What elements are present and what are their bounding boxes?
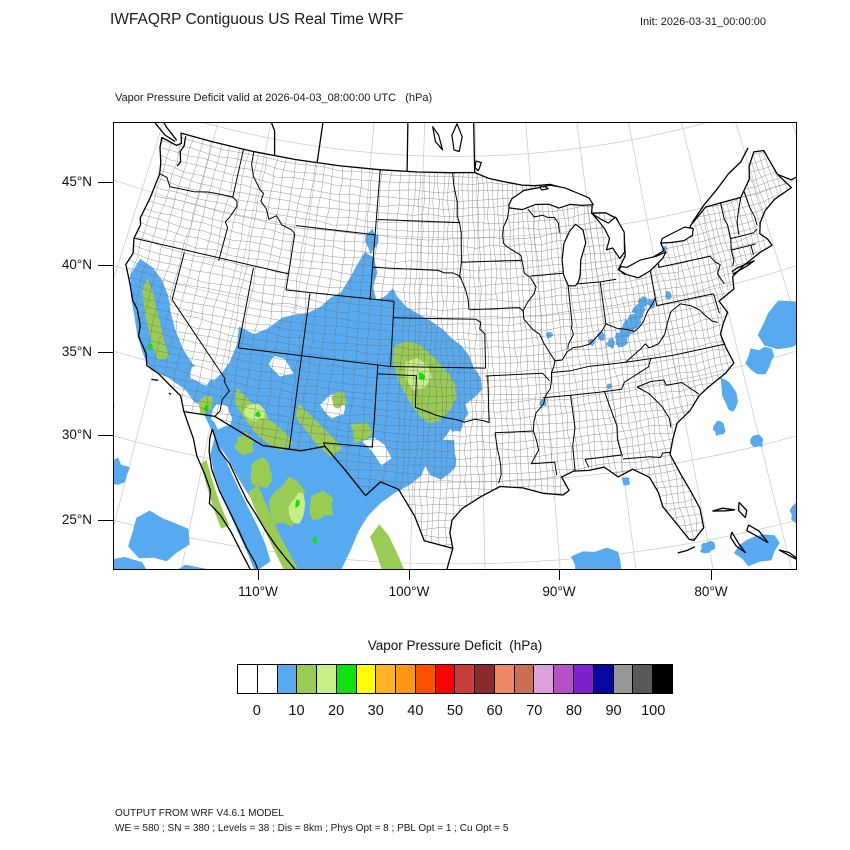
colorbar-cell — [612, 664, 634, 694]
valid-time-subtitle: Vapor Pressure Deficit valid at 2026-04-… — [115, 92, 433, 104]
x-tick — [409, 569, 410, 580]
graticule — [114, 123, 796, 569]
colorbar-cell — [395, 664, 416, 694]
colorbar-tick-label: 20 — [328, 703, 345, 719]
x-tick-label: 110°W — [238, 584, 278, 599]
colorbar-tick-label: 100 — [641, 703, 666, 719]
y-tick-label: 35°N — [61, 344, 92, 359]
init-time-label: Init: 2026-03-31_00:00:00 — [640, 16, 766, 28]
colorbar-cell — [237, 664, 258, 694]
y-tick-label: 25°N — [61, 512, 92, 527]
colorbar-cell — [652, 664, 673, 694]
colorbar-cell — [256, 664, 278, 694]
colorbar-cell — [474, 664, 495, 694]
x-tick — [258, 569, 259, 580]
colorbar-cell — [434, 664, 456, 694]
colorbar — [237, 664, 673, 694]
colorbar-cell — [355, 664, 377, 694]
colorbar-tick-label: 70 — [526, 703, 543, 719]
map-plot — [114, 123, 796, 569]
colorbar-cell — [573, 664, 594, 694]
colorbar-cell — [513, 664, 535, 694]
x-tick — [559, 569, 560, 580]
x-tick-label: 80°W — [694, 584, 728, 599]
colorbar-tick-label: 60 — [486, 703, 503, 719]
colorbar-tick-label: 50 — [446, 703, 464, 719]
colorbar-cell — [533, 664, 555, 694]
y-tick — [98, 352, 113, 353]
colorbar-tick-label: 10 — [288, 703, 305, 719]
colorbar-cell — [316, 664, 337, 694]
state-borders — [133, 149, 758, 484]
colorbar-tick-labels: 0 10 20 30 40 50 60 70 80 90 100 — [237, 703, 673, 723]
x-tick-label: 90°W — [542, 584, 576, 599]
vpd-fill-layer — [114, 228, 796, 569]
colorbar-cell — [493, 664, 515, 694]
y-tick — [98, 520, 113, 521]
colorbar-title: Vapor Pressure Deficit (hPa) — [367, 638, 543, 653]
colorbar-cell — [276, 664, 298, 694]
footer-line1: OUTPUT FROM WRF V4.6.1 MODEL — [115, 808, 284, 819]
colorbar-cell — [296, 664, 318, 694]
colorbar-cell — [454, 664, 476, 694]
colorbar-tick-label: 90 — [605, 703, 622, 719]
y-tick-label: 30°N — [61, 427, 92, 442]
y-tick-label: 40°N — [61, 257, 92, 272]
colorbar-cell — [592, 664, 614, 694]
y-tick-label: 45°N — [61, 174, 92, 189]
x-tick — [711, 569, 712, 580]
y-tick — [98, 182, 113, 183]
y-tick — [98, 265, 113, 266]
x-tick-label: 100°W — [388, 584, 430, 599]
colorbar-tick-label: 40 — [407, 703, 424, 719]
colorbar-tick-label: 0 — [252, 703, 261, 719]
map-frame — [113, 122, 797, 570]
colorbar-cell — [335, 664, 357, 694]
colorbar-cell — [632, 664, 654, 694]
colorbar-cell — [414, 664, 436, 694]
y-tick — [98, 435, 113, 436]
colorbar-tick-label: 80 — [565, 703, 582, 719]
colorbar-cell — [553, 664, 575, 694]
colorbar-cell — [375, 664, 397, 694]
page-title: IWFAQRP Contiguous US Real Time WRF — [110, 11, 404, 28]
lakes — [432, 123, 694, 287]
colorbar-tick-label: 30 — [367, 703, 384, 719]
footer-line2: WE = 580 ; SN = 380 ; Levels = 38 ; Dis … — [115, 823, 509, 834]
footer-model-info: OUTPUT FROM WRF V4.6.1 MODEL WE = 580 ; … — [115, 806, 508, 836]
